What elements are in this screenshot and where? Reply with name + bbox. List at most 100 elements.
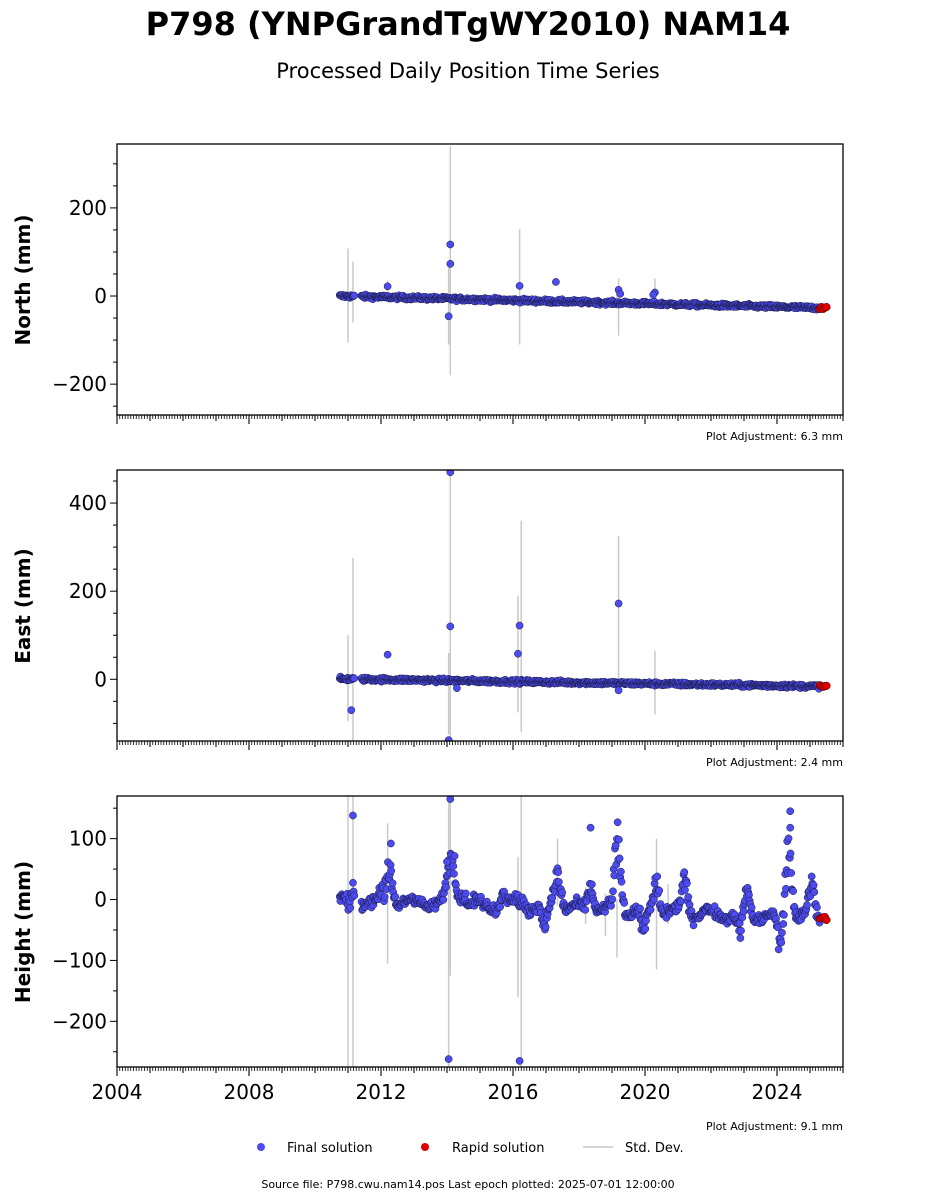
height-final-point [774, 945, 783, 954]
height-final-point [646, 905, 655, 914]
height-final-point [609, 887, 617, 896]
height-y-tick-label: −200 [52, 1009, 107, 1033]
height-outlier-point [515, 1057, 524, 1065]
east-outlier-point [446, 622, 455, 631]
height-x-tick-label: 2024 [752, 1080, 803, 1104]
height-y-tick-label: −100 [52, 948, 107, 972]
height-final-point [581, 905, 590, 914]
east-outlier-point [614, 686, 623, 695]
panel-north: −200 0 200 North (mm) Plot Adjustment: 6.3… [11, 143, 844, 443]
height-final-point [786, 849, 795, 858]
height-plot-adjustment: Plot Adjustment: 9.1 mm [706, 1120, 843, 1133]
height-x-tick-label: 2020 [620, 1080, 671, 1104]
height-final-point [449, 862, 458, 871]
height-x-tick-label: 2012 [356, 1080, 407, 1104]
figure-subtitle: Processed Daily Position Time Series [276, 59, 660, 83]
height-outlier-point [444, 1055, 453, 1063]
height-final-point [617, 877, 626, 886]
height-final-point [739, 907, 748, 916]
height-x-tick-label: 2016 [488, 1080, 539, 1104]
east-outlier-point [383, 650, 392, 659]
height-final-point [681, 886, 689, 894]
height-final-point [653, 872, 662, 881]
north-outlier-point [444, 312, 453, 321]
height-final-point [615, 835, 623, 844]
height-x-tick-label: 2004 [92, 1080, 143, 1104]
north-outlier-point [383, 282, 392, 291]
height-final-point [779, 920, 788, 928]
panel-east: 0 200 400 East (mm) Plot Adjustment: 2.4 m… [11, 469, 844, 769]
north-outlier-point [446, 240, 455, 249]
height-final-point [620, 899, 629, 907]
height-final-point [617, 867, 625, 876]
height-final-point [778, 928, 786, 937]
legend-rapid-label: Rapid solution [452, 1141, 544, 1156]
north-final-point [350, 291, 359, 300]
east-plot-adjustment: Plot Adjustment: 2.4 mm [706, 756, 843, 769]
height-outlier-point [786, 807, 795, 816]
east-outlier-point [444, 736, 453, 741]
figure-title: P798 (YNPGrandTgWY2010) NAM14 [146, 5, 791, 43]
north-y-tick-label: −200 [52, 372, 107, 396]
height-final-point [450, 852, 459, 860]
east-outlier-point [514, 649, 522, 658]
height-final-point [541, 923, 550, 931]
height-y-tick-label: 100 [69, 827, 107, 851]
east-y-tick-label: 0 [94, 667, 107, 691]
height-final-point [496, 903, 504, 911]
height-final-point [380, 893, 389, 901]
height-final-point [784, 834, 793, 843]
north-outlier-point [616, 289, 625, 298]
height-axis-label: Height (mm) [11, 861, 35, 1003]
north-outlier-point [446, 260, 455, 268]
height-final-point [655, 886, 664, 895]
height-final-point [608, 895, 617, 904]
height-final-point [461, 889, 470, 898]
north-frame [116, 143, 844, 416]
height-final-point [442, 883, 450, 891]
height-outlier-point [786, 823, 795, 832]
north-y-tick-label: 200 [69, 196, 107, 220]
east-outlier-point [614, 599, 623, 608]
height-final-point [558, 888, 567, 897]
height-final-point [789, 887, 798, 895]
height-final-point [555, 878, 563, 886]
east-rapid-point [822, 681, 831, 690]
height-final-point [554, 868, 563, 876]
height-final-point [642, 916, 650, 925]
east-final-point [350, 674, 359, 683]
east-frame [116, 469, 844, 742]
north-rapid-point [822, 302, 831, 312]
height-x-tick-label: 2008 [224, 1080, 275, 1104]
east-outlier-point [347, 706, 356, 715]
height-final-point [689, 921, 698, 930]
height-final-point [803, 901, 811, 909]
height-final-point [349, 878, 357, 887]
height-final-point [650, 895, 658, 904]
north-axis-label: North (mm) [11, 214, 35, 345]
height-outlier-point [586, 823, 595, 832]
height-final-point [787, 869, 796, 877]
height-final-point [346, 903, 355, 912]
height-final-point [736, 934, 745, 942]
east-axis-label: East (mm) [11, 548, 35, 664]
east-outlier-point [446, 470, 455, 477]
north-plot-area [335, 146, 831, 376]
legend-final-label: Final solution [287, 1141, 373, 1156]
height-y-tick-label: 0 [94, 888, 107, 912]
height-final-point [684, 893, 693, 901]
source-footer: Source file: P798.cwu.nam14.pos Last epo… [261, 1178, 674, 1191]
height-final-point [439, 895, 448, 904]
legend-final-marker [257, 1143, 265, 1151]
north-outlier-point [649, 290, 658, 299]
north-outlier-point [552, 278, 560, 286]
legend: Final solution Rapid solution Std. Dev. [257, 1141, 684, 1156]
height-final-point [777, 938, 786, 947]
height-outlier-point [349, 811, 357, 820]
height-outlier-point [446, 796, 455, 803]
height-final-point [685, 900, 694, 909]
height-final-point [680, 868, 689, 877]
height-plot-area [335, 796, 831, 1067]
east-outlier-point [515, 621, 524, 630]
